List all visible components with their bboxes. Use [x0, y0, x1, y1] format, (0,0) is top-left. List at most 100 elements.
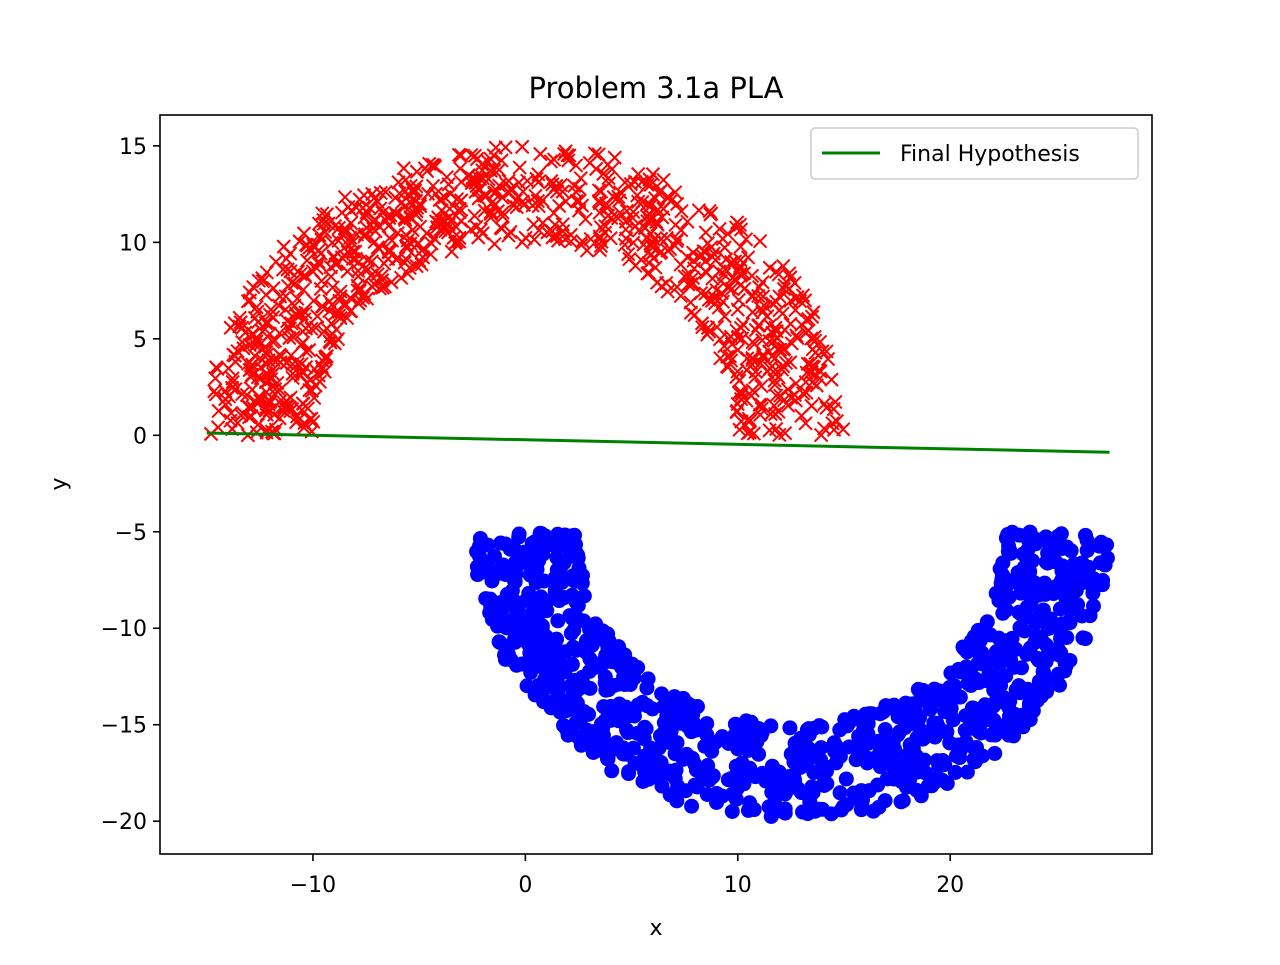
data-point-x [642, 172, 657, 187]
data-point-dot [567, 701, 583, 717]
data-point-x [733, 222, 749, 237]
data-point-x [568, 184, 584, 200]
data-point-x [694, 316, 710, 331]
data-point-dot [550, 526, 566, 542]
data-point-x [601, 170, 616, 186]
data-point-x [648, 191, 663, 206]
data-point-x [409, 258, 424, 274]
data-point-dot [519, 629, 535, 645]
data-point-x [368, 223, 383, 239]
data-point-dot [1062, 615, 1078, 631]
data-point-x [728, 220, 744, 235]
data-point-dot [493, 535, 509, 551]
data-point-x [350, 269, 366, 284]
data-point-dot [605, 653, 621, 669]
data-point-x [752, 397, 767, 412]
data-point-x [705, 271, 720, 286]
data-point-x [249, 425, 264, 440]
chart-title: Problem 3.1a PLA [528, 71, 783, 105]
data-point-dot [564, 656, 580, 672]
data-point-x [374, 268, 389, 284]
data-point-x [241, 399, 256, 415]
data-point-x [207, 384, 222, 399]
y-tick-label: −15 [101, 714, 147, 739]
data-point-dot [969, 740, 985, 756]
data-point-dot [771, 764, 787, 780]
data-point-dot [728, 791, 744, 807]
data-point-dot [567, 573, 583, 589]
data-point-x [746, 426, 762, 441]
data-point-dot [615, 746, 631, 762]
data-point-x [820, 351, 836, 367]
data-point-dot [786, 754, 802, 770]
data-point-x [798, 416, 813, 431]
data-point-dot [547, 665, 563, 681]
data-point-dot [603, 698, 619, 714]
data-point-x [639, 197, 655, 212]
data-point-x [324, 235, 340, 250]
data-point-dot [604, 763, 620, 779]
data-point-dot [522, 659, 538, 675]
data-point-dot [785, 778, 801, 794]
data-point-x [311, 256, 327, 272]
data-point-x [700, 327, 715, 342]
data-point-dot [942, 679, 958, 695]
data-point-x [265, 309, 281, 325]
data-point-dot [814, 719, 830, 735]
x-tick-label: 0 [518, 873, 532, 898]
data-point-dot [975, 627, 991, 643]
data-point-x [364, 254, 380, 269]
data-point-dot [998, 530, 1014, 546]
data-point-x [816, 421, 832, 436]
data-point-dot [562, 608, 578, 624]
data-point-x [501, 173, 516, 189]
data-point-x [674, 203, 689, 219]
data-point-x [208, 360, 224, 375]
data-point-dot [547, 570, 563, 586]
data-point-dot [1053, 630, 1069, 646]
data-point-x [384, 274, 399, 290]
data-point-x [471, 230, 486, 245]
data-point-x [333, 289, 348, 304]
data-point-x [301, 342, 317, 358]
data-point-x [250, 304, 265, 319]
data-point-dot [905, 740, 921, 756]
data-point-dot [573, 737, 589, 753]
data-point-x [255, 270, 270, 286]
data-point-dot [1019, 646, 1035, 662]
data-point-dot [1074, 608, 1090, 624]
data-point-x [284, 275, 299, 290]
data-point-dot [767, 795, 783, 811]
data-point-dot [823, 806, 839, 822]
data-point-dot [568, 536, 584, 552]
data-point-dot [828, 738, 844, 754]
data-point-dot [995, 605, 1011, 621]
data-point-dot [530, 678, 546, 694]
data-point-x [618, 231, 634, 246]
data-point-dot [795, 804, 811, 820]
data-point-dot [743, 714, 759, 730]
data-point-dot [1094, 577, 1110, 593]
data-point-dot [546, 538, 562, 554]
data-point-x [797, 293, 813, 308]
data-point-x [654, 244, 669, 259]
data-point-x [587, 146, 603, 161]
data-point-x [282, 400, 297, 415]
data-point-dot [611, 713, 627, 729]
y-tick-label: −10 [101, 617, 147, 642]
data-point-x [405, 197, 420, 212]
data-point-dot [733, 769, 749, 785]
data-point-x [528, 188, 543, 204]
data-point-dot [893, 794, 909, 810]
data-point-dot [898, 756, 914, 772]
data-point-x [756, 350, 771, 365]
data-point-dot [907, 703, 923, 719]
data-point-dot [1075, 630, 1091, 646]
data-point-x [789, 328, 804, 343]
data-point-x [806, 305, 821, 320]
data-point-dot [621, 764, 637, 780]
data-point-dot [484, 573, 500, 589]
data-point-x [362, 200, 377, 216]
data-point-dot [724, 803, 740, 819]
